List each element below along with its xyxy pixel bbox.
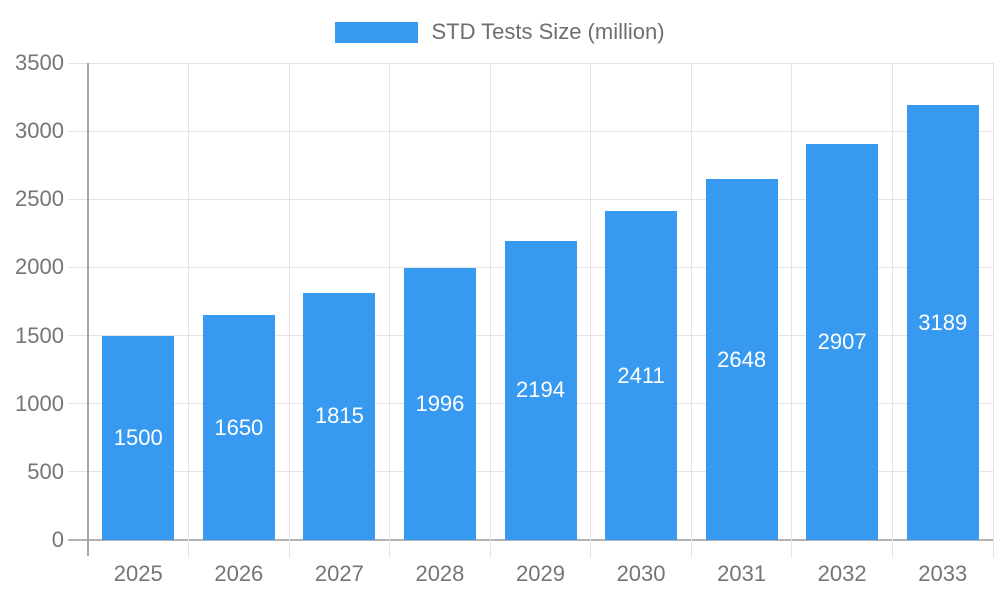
gridline-v <box>690 63 692 540</box>
y-axis-line <box>87 63 89 556</box>
gridline-h <box>88 62 993 64</box>
y-tick <box>68 130 88 132</box>
x-tick <box>489 540 491 558</box>
x-tick <box>288 540 290 558</box>
x-axis-label: 2033 <box>918 561 968 586</box>
bar: 2907 <box>806 143 879 540</box>
y-axis-label: 1500 <box>15 322 64 348</box>
bar: 1815 <box>303 292 376 540</box>
bar-value-label: 2648 <box>717 346 767 372</box>
bar: 3189 <box>906 105 979 540</box>
bar: 2648 <box>705 179 778 540</box>
gridline-v <box>188 63 190 540</box>
x-axis-label: 2028 <box>415 561 465 586</box>
bar: 1996 <box>403 267 476 540</box>
gridline-v <box>288 63 290 540</box>
legend-swatch <box>335 21 419 43</box>
x-axis-label: 2030 <box>616 561 666 586</box>
bar-value-label: 1500 <box>113 424 163 450</box>
y-axis-label: 500 <box>27 458 64 484</box>
bar-value-label: 1815 <box>314 403 364 429</box>
bar-value-label: 2194 <box>516 377 565 403</box>
y-axis-label: 2000 <box>15 254 64 280</box>
x-tick <box>690 540 692 558</box>
bar: 2194 <box>504 240 577 540</box>
bar: 2411 <box>605 211 678 540</box>
y-tick <box>68 198 88 200</box>
x-tick <box>891 540 893 558</box>
bar-value-label: 2411 <box>617 362 665 388</box>
gridline-v <box>992 63 994 540</box>
bar-value-label: 3189 <box>918 309 968 335</box>
y-axis-label: 2500 <box>15 186 64 212</box>
x-axis-label: 2027 <box>314 561 364 586</box>
gridline-v <box>891 63 893 540</box>
gridline-v <box>389 63 391 540</box>
x-axis-baseline <box>68 539 993 541</box>
bar-value-label: 2907 <box>817 328 867 354</box>
gridline-v <box>590 63 592 540</box>
x-axis-label: 2025 <box>113 561 163 586</box>
y-axis-label: 3500 <box>15 50 64 75</box>
x-tick <box>791 540 793 558</box>
y-tick <box>68 335 88 337</box>
x-axis-label: 2032 <box>817 561 867 586</box>
x-tick <box>188 540 190 558</box>
y-tick <box>68 62 88 64</box>
y-axis-label: 0 <box>51 527 64 552</box>
y-axis-label: 3000 <box>15 118 64 144</box>
gridline-h <box>88 198 993 200</box>
gridline-v <box>791 63 793 540</box>
gridline-v <box>489 63 491 540</box>
bar-value-label: 1650 <box>214 414 264 440</box>
bar: 1650 <box>202 315 275 540</box>
y-tick <box>68 471 88 473</box>
x-tick <box>992 540 994 558</box>
legend-label: STD Tests Size (million) <box>431 19 665 44</box>
x-axis-label: 2031 <box>717 561 767 586</box>
x-tick <box>389 540 391 558</box>
y-axis-label: 1000 <box>15 390 64 416</box>
x-axis-label: 2029 <box>516 561 565 586</box>
x-tick <box>590 540 592 558</box>
y-tick <box>68 266 88 268</box>
x-axis-label: 2026 <box>214 561 264 586</box>
bar: 1500 <box>102 335 175 540</box>
y-tick <box>68 403 88 405</box>
gridline-h <box>88 130 993 132</box>
legend: STD Tests Size (million) <box>0 20 1000 44</box>
bar-value-label: 1996 <box>415 390 465 416</box>
